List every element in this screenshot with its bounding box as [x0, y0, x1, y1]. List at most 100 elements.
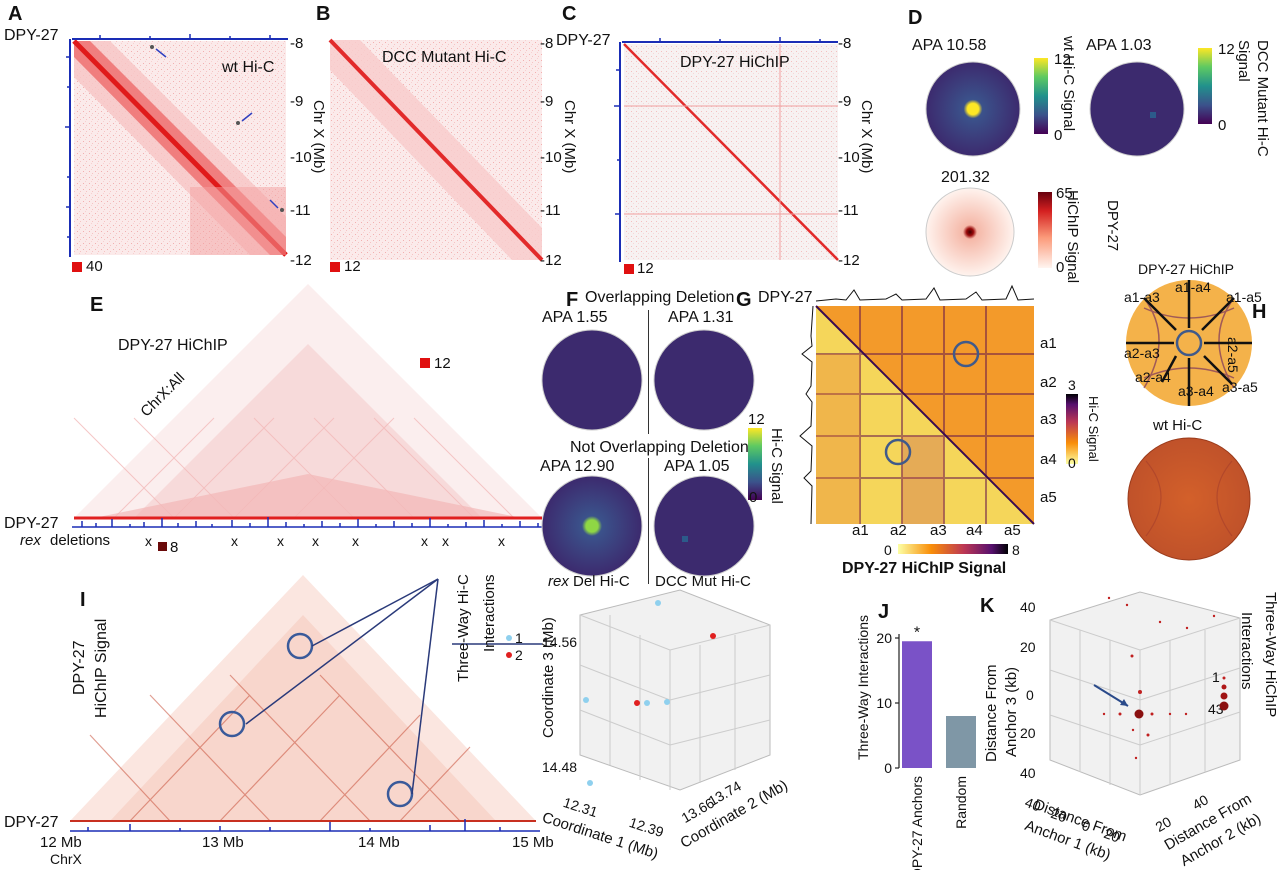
- panel-g-cb-max: 3: [1068, 377, 1076, 393]
- panel-g-anchor-bottom-a5: a5: [1004, 522, 1021, 539]
- panel-d-apa-dcc-circle: [1089, 61, 1185, 157]
- panel-f-apa-tl-circle: [541, 329, 643, 431]
- panel-h-hichip-circle: [1126, 280, 1252, 406]
- panel-h-pair-a1-a4: a1-a4: [1175, 279, 1211, 295]
- panel-c-scale-value: 12: [637, 260, 654, 277]
- panel-i-legend-title-1: Three-Way Hi-C: [455, 574, 472, 682]
- panel-k-legend-title1: Three-Way HiChIP: [1262, 592, 1279, 718]
- panel-g-h-max: 8: [1012, 542, 1020, 558]
- panel-i-ztick-1: 14.56: [542, 634, 578, 650]
- panel-g-anchor-bottom-a1: a1: [852, 522, 869, 539]
- panel-i-scale-swatch: [158, 542, 167, 551]
- panel-g-anchor-right-a4: a4: [1040, 451, 1057, 468]
- j-y-tick-label: 10: [876, 695, 892, 711]
- panel-f-apa-br-circle: [653, 475, 755, 577]
- panel-k-ztick-5: 40: [1020, 765, 1036, 781]
- panel-e-x7: x: [442, 533, 449, 549]
- panel-g-colorbar: [1066, 394, 1078, 464]
- panel-d-cb1-min: 0: [1054, 127, 1063, 144]
- panel-i-xtick-13: 13 Mb: [202, 834, 244, 851]
- j-y-label: Three-Way Interactions: [855, 615, 871, 760]
- panel-d-cb2-label: DCC Mutant Hi-C Signal: [1235, 40, 1271, 157]
- panel-g-letter: G: [736, 289, 752, 311]
- panel-i-legend-item-2: 2: [515, 647, 523, 663]
- panel-k-ztick-1: 40: [1020, 599, 1036, 615]
- panel-f-apa-tl: APA 1.55: [542, 309, 608, 326]
- panel-a-title: wt Hi-C: [222, 59, 275, 76]
- panel-c-title: DPY-27 HiChIP: [680, 54, 790, 71]
- panel-f-left-caption-text: Del Hi-C: [568, 573, 630, 590]
- panel-k-ztick-3: 0: [1026, 687, 1034, 703]
- panel-d-colorbar-3: [1038, 192, 1052, 268]
- panel-e-triangle-heatmap: [73, 284, 542, 520]
- panel-d-apa-wt: APA 10.58: [912, 37, 987, 54]
- panel-e-deletions: deletions: [50, 532, 111, 549]
- panel-e-x1: x: [145, 533, 152, 549]
- panel-f-right-caption: DCC Mut Hi-C: [655, 573, 751, 590]
- panel-g-anchor-bottom-a3: a3: [930, 522, 947, 539]
- panel-i-legend-dots: [506, 635, 512, 658]
- panel-i-signal-track: DPY-27: [71, 640, 88, 695]
- panel-i-z-label: Coordinate 3 (Mb): [540, 617, 557, 738]
- panel-h-pair-a2-a3: a2-a3: [1124, 345, 1160, 361]
- panel-i-3d-plot: [579, 589, 771, 791]
- panel-k-ztick-4: 20: [1020, 725, 1036, 741]
- panel-h-title: DPY-27 HiChIP: [1138, 261, 1234, 277]
- panel-a-letter: A: [8, 3, 23, 25]
- panel-d-cb3-label2: DPY-27: [1104, 200, 1121, 252]
- panel-g-h-colorbar: [898, 544, 1008, 554]
- panel-d-cb2-min: 0: [1218, 117, 1227, 134]
- panel-k-legend-title2: Interactions: [1238, 612, 1255, 690]
- panel-h-pair-a2-a4: a2-a4: [1135, 369, 1171, 385]
- panel-c-tick-10: -10: [838, 149, 860, 166]
- panel-a-tick-10: -10: [290, 149, 312, 166]
- panel-b-axis-label: Chr X (Mb): [561, 100, 578, 174]
- panel-d-cb1-label: wt Hi-C Signal: [1060, 36, 1077, 132]
- panel-f-left-caption: rex Del Hi-C: [548, 574, 630, 589]
- panel-d-cb3-max: 65: [1056, 185, 1073, 202]
- panel-b-tick-12: -12: [540, 252, 562, 269]
- panel-f-letter: F: [566, 289, 579, 311]
- panel-i-xtick-14: 14 Mb: [358, 834, 400, 851]
- panel-g-cb-label: Hi-C Signal: [1086, 396, 1101, 462]
- panel-a-track-label: DPY-27: [4, 27, 59, 44]
- panel-b-tick-8: -8: [540, 35, 554, 52]
- panel-f-bottom-title: Not Overlapping Deletion: [570, 439, 749, 456]
- panel-i-chrom: ChrX: [50, 851, 82, 867]
- panel-i-track: DPY-27: [4, 814, 59, 831]
- panel-d-apa-wt-circle: [925, 61, 1021, 157]
- j-bar-1: [946, 716, 976, 768]
- panel-g-anchor-right-a2: a2: [1040, 374, 1057, 391]
- panel-i-ztick-2: 14.48: [542, 759, 578, 775]
- panel-i-legend-title-2: Interactions: [481, 574, 498, 652]
- panel-h-letter: H: [1252, 301, 1267, 323]
- panel-h-bottom-title: wt Hi-C: [1153, 417, 1203, 434]
- panel-d-cb3-label: HiChIP Signal: [1064, 190, 1081, 284]
- panel-i-signal-label: HiChIP Signal: [93, 618, 110, 718]
- panel-g-left-track: [799, 305, 814, 525]
- panel-i-triangle-heatmap: [70, 575, 536, 822]
- panel-c-axis-label: Chr X (Mb): [858, 100, 875, 174]
- panel-g-anchor-bottom-a4: a4: [966, 522, 983, 539]
- panel-f-cb-label: Hi-C Signal: [768, 428, 785, 504]
- panel-d-apa-hichip-circle: [925, 187, 1015, 277]
- panel-c-letter: C: [562, 3, 577, 25]
- panel-f-top-title: Overlapping Deletion: [585, 289, 735, 306]
- panel-a-axis-label: Chr X (Mb): [310, 100, 327, 174]
- panel-e-rex: rex: [20, 532, 41, 549]
- panel-d-cb2-max: 12: [1218, 41, 1235, 58]
- panel-b-tick-11: -11: [540, 202, 561, 219]
- j-bar-0: [902, 641, 932, 768]
- j-category-label-1: Random: [953, 776, 969, 829]
- panel-c-heatmap: [614, 37, 839, 262]
- panel-c-tick-11: -11: [838, 202, 859, 219]
- panel-j-letter: J: [878, 601, 890, 623]
- panel-k-ztick-2: 20: [1020, 639, 1036, 655]
- panel-k-a2tick-1: 20: [1152, 813, 1174, 835]
- panel-d-cb1-max: 12: [1054, 51, 1071, 68]
- panel-i-legend-item-1: 1: [515, 630, 523, 646]
- panel-e-title: DPY-27 HiChIP: [118, 337, 228, 354]
- panel-f-cb-min: 0: [749, 489, 758, 506]
- panel-k-3d-plot: [1049, 591, 1241, 796]
- panel-i-xtick-15: 15 Mb: [512, 834, 554, 851]
